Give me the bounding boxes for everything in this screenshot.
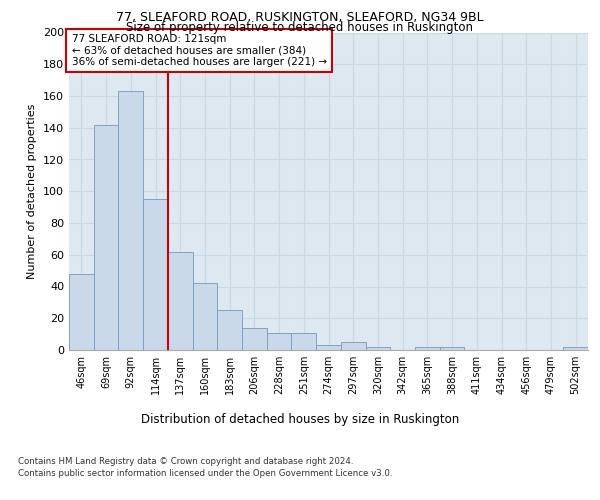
Bar xyxy=(143,199,168,350)
Bar xyxy=(316,345,341,350)
Text: Contains public sector information licensed under the Open Government Licence v3: Contains public sector information licen… xyxy=(18,468,392,477)
Bar xyxy=(118,91,143,350)
Bar xyxy=(440,347,464,350)
Bar xyxy=(217,310,242,350)
Bar xyxy=(94,124,118,350)
Bar xyxy=(267,332,292,350)
Bar xyxy=(292,332,316,350)
Bar xyxy=(193,284,217,350)
Text: 77 SLEAFORD ROAD: 121sqm
← 63% of detached houses are smaller (384)
36% of semi-: 77 SLEAFORD ROAD: 121sqm ← 63% of detach… xyxy=(71,34,327,68)
Bar xyxy=(415,347,440,350)
Bar xyxy=(69,274,94,350)
Bar xyxy=(341,342,365,350)
Bar xyxy=(168,252,193,350)
Bar xyxy=(365,347,390,350)
Bar xyxy=(242,328,267,350)
Y-axis label: Number of detached properties: Number of detached properties xyxy=(28,104,37,279)
Text: Contains HM Land Registry data © Crown copyright and database right 2024.: Contains HM Land Registry data © Crown c… xyxy=(18,458,353,466)
Text: Size of property relative to detached houses in Ruskington: Size of property relative to detached ho… xyxy=(127,21,473,34)
Text: Distribution of detached houses by size in Ruskington: Distribution of detached houses by size … xyxy=(141,412,459,426)
Text: 77, SLEAFORD ROAD, RUSKINGTON, SLEAFORD, NG34 9BL: 77, SLEAFORD ROAD, RUSKINGTON, SLEAFORD,… xyxy=(116,11,484,24)
Bar xyxy=(563,347,588,350)
